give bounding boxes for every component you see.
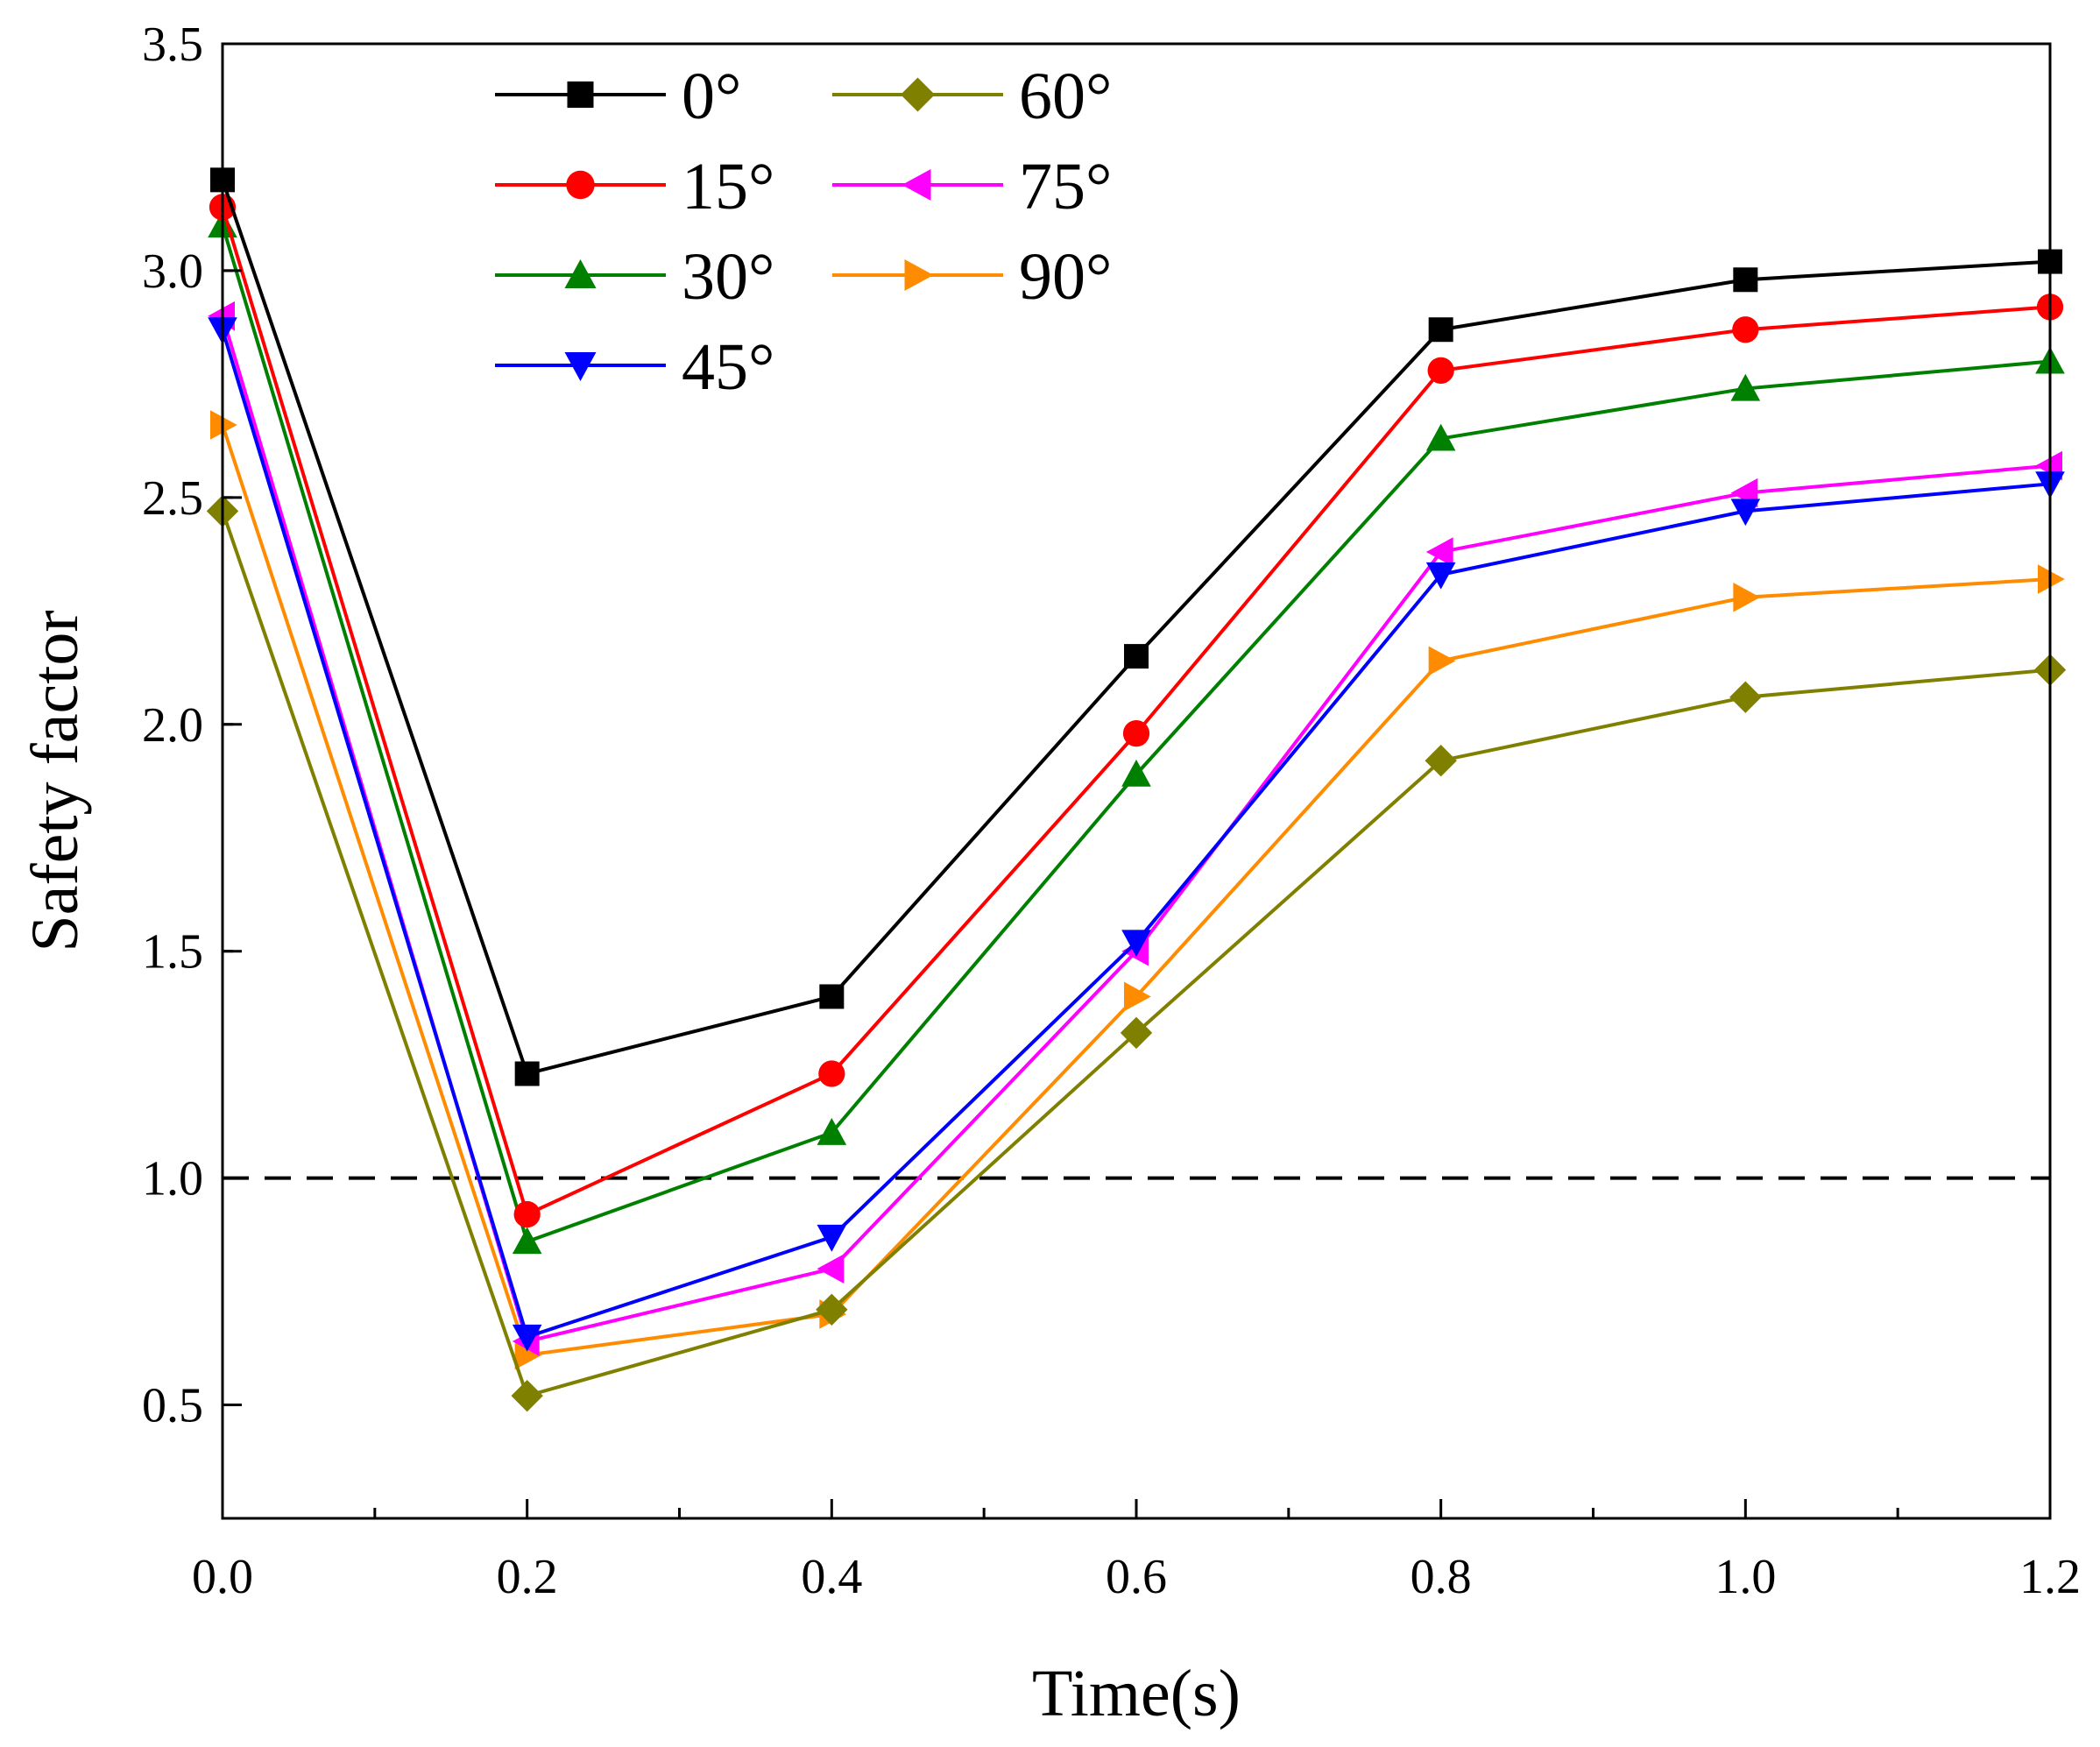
marker-triangle-up (1121, 759, 1151, 787)
marker-square (1428, 317, 1453, 343)
legend-label: 75° (1019, 150, 1112, 223)
marker-circle (1122, 720, 1150, 747)
x-tick-label: 0.4 (801, 1550, 862, 1604)
marker-triangle-up (1730, 373, 1761, 401)
series-90deg (210, 410, 2065, 1370)
series-line (221, 315, 2051, 1344)
series-line (221, 206, 2051, 1217)
marker-triangle-right (1124, 981, 1151, 1012)
marker-triangle-right (1733, 582, 1761, 612)
y-tick-label: 3.0 (142, 244, 203, 299)
legend-label: 90° (1019, 240, 1112, 314)
legend-item: 0° (495, 60, 741, 133)
marker-triangle-right (904, 259, 934, 291)
legend: 0° 15° 30° 45° 60° 75° 90° (495, 60, 1112, 404)
marker-diamond (901, 77, 935, 112)
x-tick-label: 1.2 (2019, 1550, 2081, 1604)
y-tick-label: 1.5 (142, 925, 203, 980)
marker-diamond (511, 1379, 543, 1412)
x-tick-label: 1.0 (1715, 1550, 1776, 1604)
marker-triangle-left (1425, 537, 1453, 567)
x-tick-label: 0.6 (1106, 1550, 1167, 1604)
marker-diamond (1120, 1016, 1153, 1050)
legend-item: 30° (495, 240, 774, 314)
marker-triangle-down (1121, 930, 1151, 958)
marker-diamond (1425, 744, 1457, 777)
series-45deg (208, 317, 2065, 1352)
series-15deg (209, 194, 2064, 1228)
legend-item: 75° (832, 150, 1112, 223)
legend-item: 60° (832, 60, 1112, 133)
marker-triangle-down (564, 352, 597, 381)
marker-triangle-down (1425, 562, 1456, 590)
y-tick-label: 1.0 (142, 1152, 203, 1206)
legend-label: 15° (682, 150, 774, 223)
legend-item: 15° (495, 150, 774, 223)
marker-square (514, 1061, 540, 1086)
legend-label: 45° (682, 330, 774, 404)
marker-triangle-right (1428, 646, 1456, 676)
x-tick-label: 0.0 (192, 1550, 253, 1604)
y-tick-label: 0.5 (142, 1379, 203, 1433)
marker-circle (818, 1060, 845, 1087)
marker-triangle-down (1730, 499, 1761, 527)
y-tick-label: 3.5 (142, 18, 203, 72)
legend-item: 90° (832, 240, 1112, 314)
marker-square (567, 81, 594, 108)
axes-layer: 0.5 1.0 1.5 2.0 2.5 3.0 3.5 0.0 0.2 0.4 0.6 0.8 1.0 1… (142, 18, 2081, 1604)
marker-square (1733, 267, 1758, 293)
y-tick-label: 2.0 (142, 698, 203, 753)
marker-circle (1732, 316, 1759, 343)
marker-circle (513, 1200, 541, 1228)
marker-square (819, 984, 845, 1009)
marker-triangle-up (1425, 423, 1456, 451)
marker-square (1124, 644, 1149, 669)
x-tick-label: 0.2 (497, 1550, 558, 1604)
x-axis-title: Time(s) (1032, 1657, 1241, 1730)
y-tick-label: 2.5 (142, 471, 203, 526)
x-tick-label: 0.8 (1411, 1550, 1472, 1604)
marker-triangle-up (512, 1227, 542, 1255)
marker-diamond (1729, 681, 1762, 713)
series-layer (206, 167, 2067, 1412)
y-axis-title: Safety factor (18, 610, 92, 951)
legend-item: 45° (495, 330, 774, 404)
marker-triangle-down (512, 1324, 542, 1352)
legend-label: 30° (682, 240, 774, 314)
marker-triangle-left (902, 169, 931, 201)
series-line (221, 424, 2051, 1357)
marker-triangle-down (817, 1224, 847, 1252)
marker-diamond (816, 1293, 848, 1326)
legend-label: 60° (1019, 60, 1112, 133)
series-line (221, 329, 2051, 1340)
marker-triangle-left (817, 1254, 845, 1284)
marker-triangle-up (564, 259, 597, 288)
marker-triangle-right (514, 1340, 542, 1370)
marker-circle (566, 170, 595, 200)
marker-triangle-up (817, 1118, 847, 1145)
marker-circle (1427, 357, 1454, 384)
legend-label: 0° (682, 60, 741, 133)
